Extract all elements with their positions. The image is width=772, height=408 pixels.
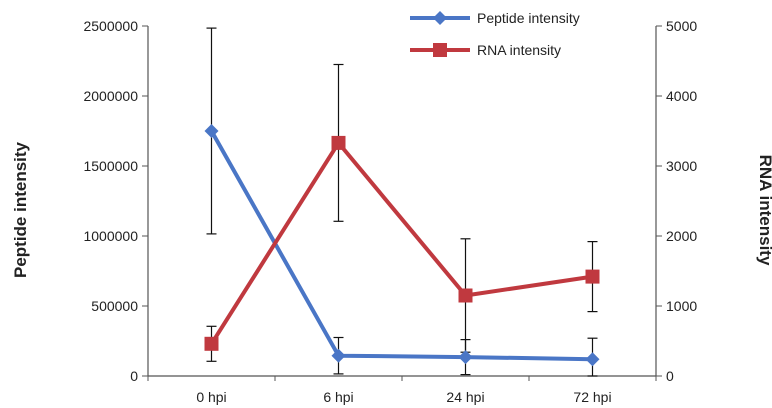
rna-data-point	[331, 135, 346, 150]
y-right-tick-label: 1000	[666, 298, 697, 314]
y-left-tick-label: 1500000	[83, 158, 138, 174]
x-tick-label: 6 hpi	[323, 389, 353, 405]
y-left-axis-title: Peptide intensity	[11, 141, 30, 278]
peptide-series-line	[209, 130, 593, 362]
peptide-data-point	[585, 352, 600, 367]
x-tick-label: 24 hpi	[446, 389, 484, 405]
rna-data-point	[458, 288, 473, 303]
y-left-tick-label: 1000000	[83, 228, 138, 244]
peptide-data-point	[331, 348, 346, 363]
rna-series-line	[209, 140, 593, 345]
peptide-data-point	[458, 350, 473, 365]
y-right-axis-title: RNA intensity	[756, 155, 772, 266]
rna-data-point	[585, 269, 600, 284]
y-right-tick-label: 3000	[666, 158, 697, 174]
axes	[142, 25, 662, 381]
legend-peptide-marker	[433, 11, 447, 25]
legend-item-rna: RNA intensity	[410, 42, 561, 58]
legend-peptide-label: Peptide intensity	[477, 10, 580, 26]
y-left-tick-label: 500000	[91, 298, 138, 314]
y-left-tick-label: 2500000	[83, 18, 138, 34]
legend: Peptide intensity RNA intensity	[410, 10, 580, 58]
x-tick-label: 72 hpi	[573, 389, 611, 405]
y-right-tick-label: 2000	[666, 228, 697, 244]
tick-labels: 0 500000 1000000 1500000 2000000 2500000 0 1000…	[83, 18, 697, 405]
y-left-tick-label: 2000000	[83, 88, 138, 104]
y-right-tick-label: 4000	[666, 88, 697, 104]
legend-rna-label: RNA intensity	[477, 42, 561, 58]
y-right-tick-label: 5000	[666, 18, 697, 34]
x-tick-label: 0 hpi	[196, 389, 226, 405]
legend-rna-marker	[433, 43, 447, 57]
series-markers	[204, 124, 600, 367]
rna-data-point	[204, 336, 219, 351]
y-left-tick-label: 0	[130, 368, 138, 384]
series-lines	[209, 130, 593, 362]
y-right-tick-label: 0	[666, 368, 674, 384]
error-bars	[206, 27, 598, 377]
legend-item-peptide: Peptide intensity	[410, 10, 580, 26]
peptide-data-point	[204, 124, 219, 138]
